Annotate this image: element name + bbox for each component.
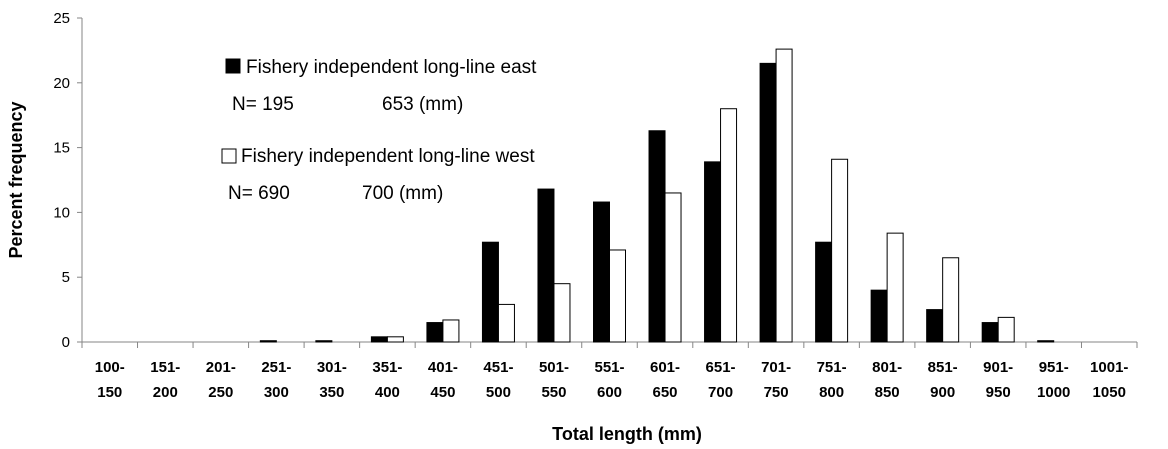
y-tick-label: 15 (53, 140, 70, 157)
x-axis-title: Total length (mm) (552, 424, 702, 444)
legend-swatch-west (221, 148, 237, 164)
bar-west (386, 336, 404, 343)
bar-east (537, 188, 555, 343)
x-tick-label: 951- (1039, 359, 1069, 376)
bar-east (704, 161, 722, 343)
bar-west (831, 158, 849, 343)
bar-east (648, 130, 666, 343)
bar-east (981, 322, 999, 343)
x-tick-label: 901- (983, 359, 1013, 376)
x-tick-label: 450 (430, 384, 455, 401)
legend-mean-east: 653 (mm) (382, 94, 463, 115)
x-tick-label: 650 (653, 384, 678, 401)
bar-west (497, 303, 515, 343)
y-tick-label: 5 (62, 269, 70, 286)
x-tick-label: 451- (483, 359, 513, 376)
x-tick-label: 750 (764, 384, 789, 401)
x-tick-label: 1001- (1090, 359, 1128, 376)
x-tick-label: 301- (317, 359, 347, 376)
legend: Fishery independent long-line east N= 19… (221, 57, 537, 204)
bar-west (442, 319, 460, 343)
y-axis-title: Percent frequency (6, 101, 26, 258)
legend-label-east: Fishery independent long-line east (246, 57, 537, 78)
x-tick-label: 201- (206, 359, 236, 376)
x-tick-label: 851- (928, 359, 958, 376)
x-tick-label: 1050 (1093, 384, 1126, 401)
y-tick-label: 10 (53, 204, 70, 221)
x-tick-label: 100- (95, 359, 125, 376)
x-tick-label: 1000 (1037, 384, 1070, 401)
x-tick-label: 751- (817, 359, 847, 376)
bar-west (997, 316, 1015, 343)
x-tick-label: 651- (706, 359, 736, 376)
x-tick-label: 550 (541, 384, 566, 401)
bar-east (481, 241, 499, 343)
x-tick-label: 701- (761, 359, 791, 376)
x-tick-label: 500 (486, 384, 511, 401)
x-tick-label: 251- (261, 359, 291, 376)
bar-west (609, 249, 626, 343)
x-tick-label: 551- (594, 359, 624, 376)
x-tick-label: 850 (875, 384, 900, 401)
bar-west (775, 48, 793, 343)
x-tick-label: 151- (150, 359, 180, 376)
bar-east (315, 340, 333, 343)
x-tick-label: 950 (986, 384, 1011, 401)
x-tick-label: 300 (264, 384, 289, 401)
x-tick-label: 150 (97, 384, 122, 401)
bar-east (259, 340, 277, 343)
bar-west (886, 232, 904, 343)
axes: 0 5 10 15 20 25 100- 150 151- 200 201- 250 251- 300 30… (53, 10, 1138, 401)
x-tick-label: 601- (650, 359, 680, 376)
legend-n-east: N= 195 (232, 94, 294, 115)
x-tick-label: 401- (428, 359, 458, 376)
x-tick-label: 351- (372, 359, 402, 376)
bar-east (815, 241, 833, 343)
x-tick-label: 400 (375, 384, 400, 401)
y-tick-label: 25 (53, 10, 70, 27)
legend-swatch-east (225, 58, 241, 74)
x-tick-label: 600 (597, 384, 622, 401)
y-tick-label: 0 (62, 334, 70, 351)
bar-east (870, 289, 888, 343)
bars (259, 48, 1055, 343)
x-tick-label: 900 (930, 384, 955, 401)
bar-east (426, 322, 444, 343)
bar-west (720, 108, 738, 343)
x-tick-label: 200 (153, 384, 178, 401)
x-tick-label: 501- (539, 359, 569, 376)
legend-n-west: N= 690 (228, 183, 290, 204)
bar-west (942, 257, 960, 343)
legend-mean-west: 700 (mm) (362, 183, 443, 204)
bar-west (553, 283, 571, 343)
legend-label-west: Fishery independent long-line west (241, 146, 535, 167)
x-tick-label: 250 (208, 384, 233, 401)
bar-east (759, 62, 777, 343)
bar-west (664, 192, 682, 343)
bar-east (926, 309, 944, 343)
bar-east (370, 336, 388, 343)
x-tick-label: 350 (319, 384, 344, 401)
y-tick-label: 20 (53, 75, 70, 92)
x-tick-label: 700 (708, 384, 733, 401)
bar-east (593, 201, 610, 343)
bar-east (1037, 340, 1055, 343)
x-tick-label: 801- (872, 359, 902, 376)
x-tick-label: 800 (819, 384, 844, 401)
